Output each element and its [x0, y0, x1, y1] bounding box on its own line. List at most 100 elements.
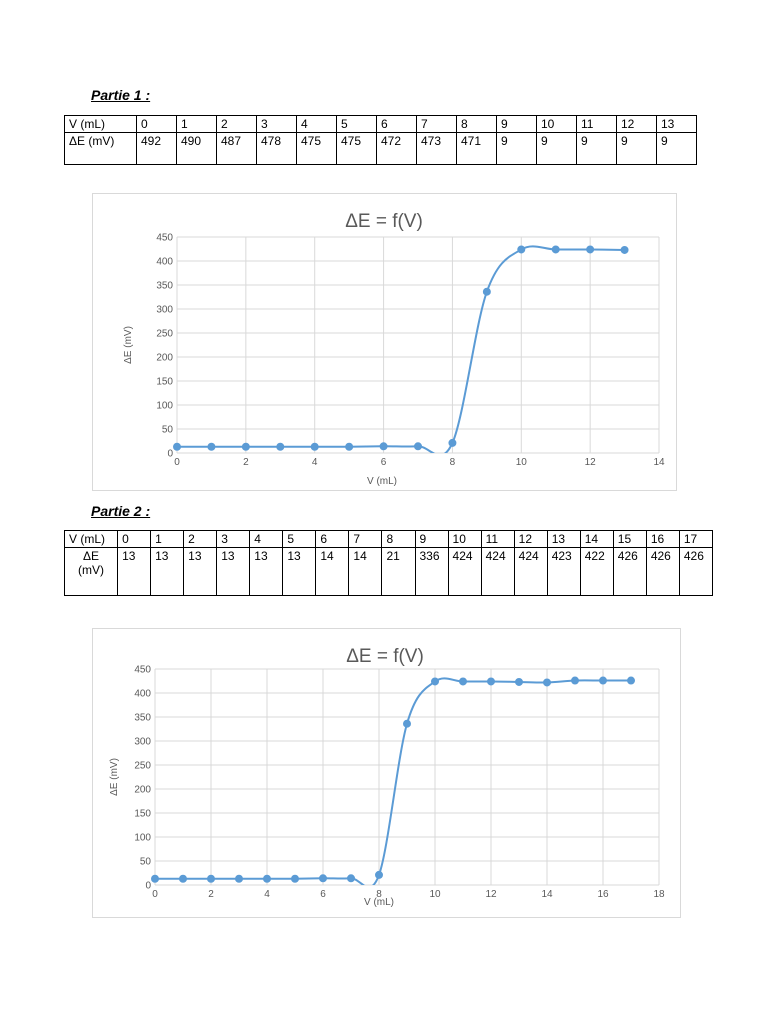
volume-cell: 15: [612, 530, 647, 548]
y-tick-label: 300: [134, 737, 151, 748]
data-point: [431, 677, 439, 686]
x-tick-label: 14: [653, 457, 665, 468]
x-tick-label: 4: [312, 457, 318, 468]
volume-cell: 4: [296, 115, 337, 133]
data-point: [543, 678, 551, 687]
data-point: [207, 874, 215, 883]
volume-cell: 2: [216, 115, 257, 133]
data-point: [263, 874, 271, 883]
volume-cell: 11: [480, 530, 515, 548]
data-point: [448, 438, 457, 447]
data-point: [414, 442, 422, 451]
x-tick-label: 8: [376, 889, 382, 900]
delta-e-cell: 472: [376, 132, 417, 165]
volume-cell: 0: [136, 115, 177, 133]
volume-cell: 9: [496, 115, 537, 133]
row-label-delta-e: ΔE (mV): [64, 132, 137, 165]
volume-cell: 0: [117, 530, 152, 548]
y-axis-label: ΔE (mV): [109, 758, 120, 796]
data-point: [235, 874, 243, 883]
delta-e-cell: 424: [447, 547, 482, 596]
delta-e-cell: 9: [616, 132, 657, 165]
data-point: [599, 676, 607, 685]
delta-e-cell: 423: [546, 547, 581, 596]
chart-title: ΔE = f(V): [346, 646, 424, 667]
volume-cell: 6: [315, 530, 350, 548]
y-tick-label: 50: [162, 425, 174, 436]
volume-cell: 17: [678, 530, 714, 548]
y-tick-label: 250: [134, 761, 151, 772]
volume-cell: 1: [176, 115, 217, 133]
part1-data-table: V (mL) 0 1 2 3 4 5 6 7 8 9 10 11 12 13 ΔE (mV) 492 490…: [64, 115, 697, 165]
y-tick-label: 350: [134, 713, 151, 724]
delta-e-cell: 13: [249, 547, 284, 596]
x-axis-label: V (mL): [367, 476, 397, 487]
data-point: [241, 442, 250, 451]
y-tick-label: 200: [156, 353, 173, 364]
delta-e-cell: 426: [612, 547, 647, 596]
chart-2: ΔE = f(V) 0 50 100 150 200 250 300 350 400 450 0 2 4 6…: [109, 646, 665, 908]
volume-cell: 3: [256, 115, 297, 133]
delta-e-cell: 13: [117, 547, 152, 596]
data-point: [319, 874, 327, 883]
delta-e-cell: 475: [296, 132, 337, 165]
y-tick-label: 0: [167, 449, 173, 460]
table-row-delta-e: ΔE (mV) 492 490 487 478 475 475 472 473 471 9 9 9 9 9: [64, 132, 697, 165]
delta-e-cell: 14: [348, 547, 383, 596]
data-point: [345, 442, 354, 451]
data-point: [310, 442, 319, 451]
delta-e-cell: 492: [136, 132, 177, 165]
volume-cell: 12: [513, 530, 548, 548]
row-label-volume: V (mL): [63, 530, 119, 548]
volume-cell: 13: [546, 530, 581, 548]
chart-1: ΔE = f(V) 0 50 100 150 200 250 300 350 400 450 0 2 4 6…: [123, 211, 665, 487]
delta-e-cell: 9: [576, 132, 617, 165]
y-tick-label: 200: [134, 785, 151, 796]
y-tick-label: 100: [134, 833, 151, 844]
y-tick-label: 50: [140, 857, 152, 868]
x-tick-label: 10: [516, 457, 528, 468]
delta-e-cell: 13: [282, 547, 317, 596]
x-tick-label: 4: [264, 889, 270, 900]
y-tick-label: 150: [156, 377, 173, 388]
volume-cell: 2: [183, 530, 218, 548]
data-point: [207, 442, 216, 451]
volume-cell: 10: [536, 115, 577, 133]
y-tick-label: 350: [156, 281, 173, 292]
volume-cell: 1: [150, 530, 185, 548]
row-label-delta-e: ΔE (mV): [63, 547, 119, 596]
delta-e-cell: 475: [336, 132, 377, 165]
volume-cell: 5: [282, 530, 317, 548]
x-tick-label: 14: [541, 889, 553, 900]
data-point: [291, 874, 299, 883]
volume-cell: 14: [579, 530, 614, 548]
delta-e-cell: 424: [513, 547, 548, 596]
delta-e-cell: 473: [416, 132, 457, 165]
volume-cell: 6: [376, 115, 417, 133]
data-point: [482, 287, 491, 296]
chart-1-container: ΔE = f(V) 0 50 100 150 200 250 300 350 400 450 0 2 4 6…: [92, 193, 677, 491]
y-tick-label: 100: [156, 401, 173, 412]
table-row-volume: V (mL) 0 1 2 3 4 5 6 7 8 9 10 11 12 13: [64, 115, 697, 133]
data-point: [571, 676, 579, 685]
y-tick-label: 450: [156, 233, 173, 244]
volume-cell: 7: [416, 115, 457, 133]
delta-e-cell: 9: [536, 132, 577, 165]
y-tick-label: 400: [134, 689, 151, 700]
data-point: [586, 245, 595, 254]
data-point: [515, 677, 523, 686]
volume-cell: 3: [216, 530, 251, 548]
data-point: [151, 874, 159, 883]
volume-cell: 10: [447, 530, 482, 548]
delta-e-cell: 9: [496, 132, 537, 165]
delta-e-cell: 471: [456, 132, 497, 165]
row-label-volume: V (mL): [64, 115, 137, 133]
volume-cell: 5: [336, 115, 377, 133]
data-point: [375, 870, 383, 879]
delta-e-cell: 426: [678, 547, 714, 596]
y-tick-label: 150: [134, 809, 151, 820]
delta-e-cell: 13: [150, 547, 185, 596]
delta-e-cell: 424: [480, 547, 515, 596]
volume-cell: 11: [576, 115, 617, 133]
volume-cell: 16: [645, 530, 680, 548]
